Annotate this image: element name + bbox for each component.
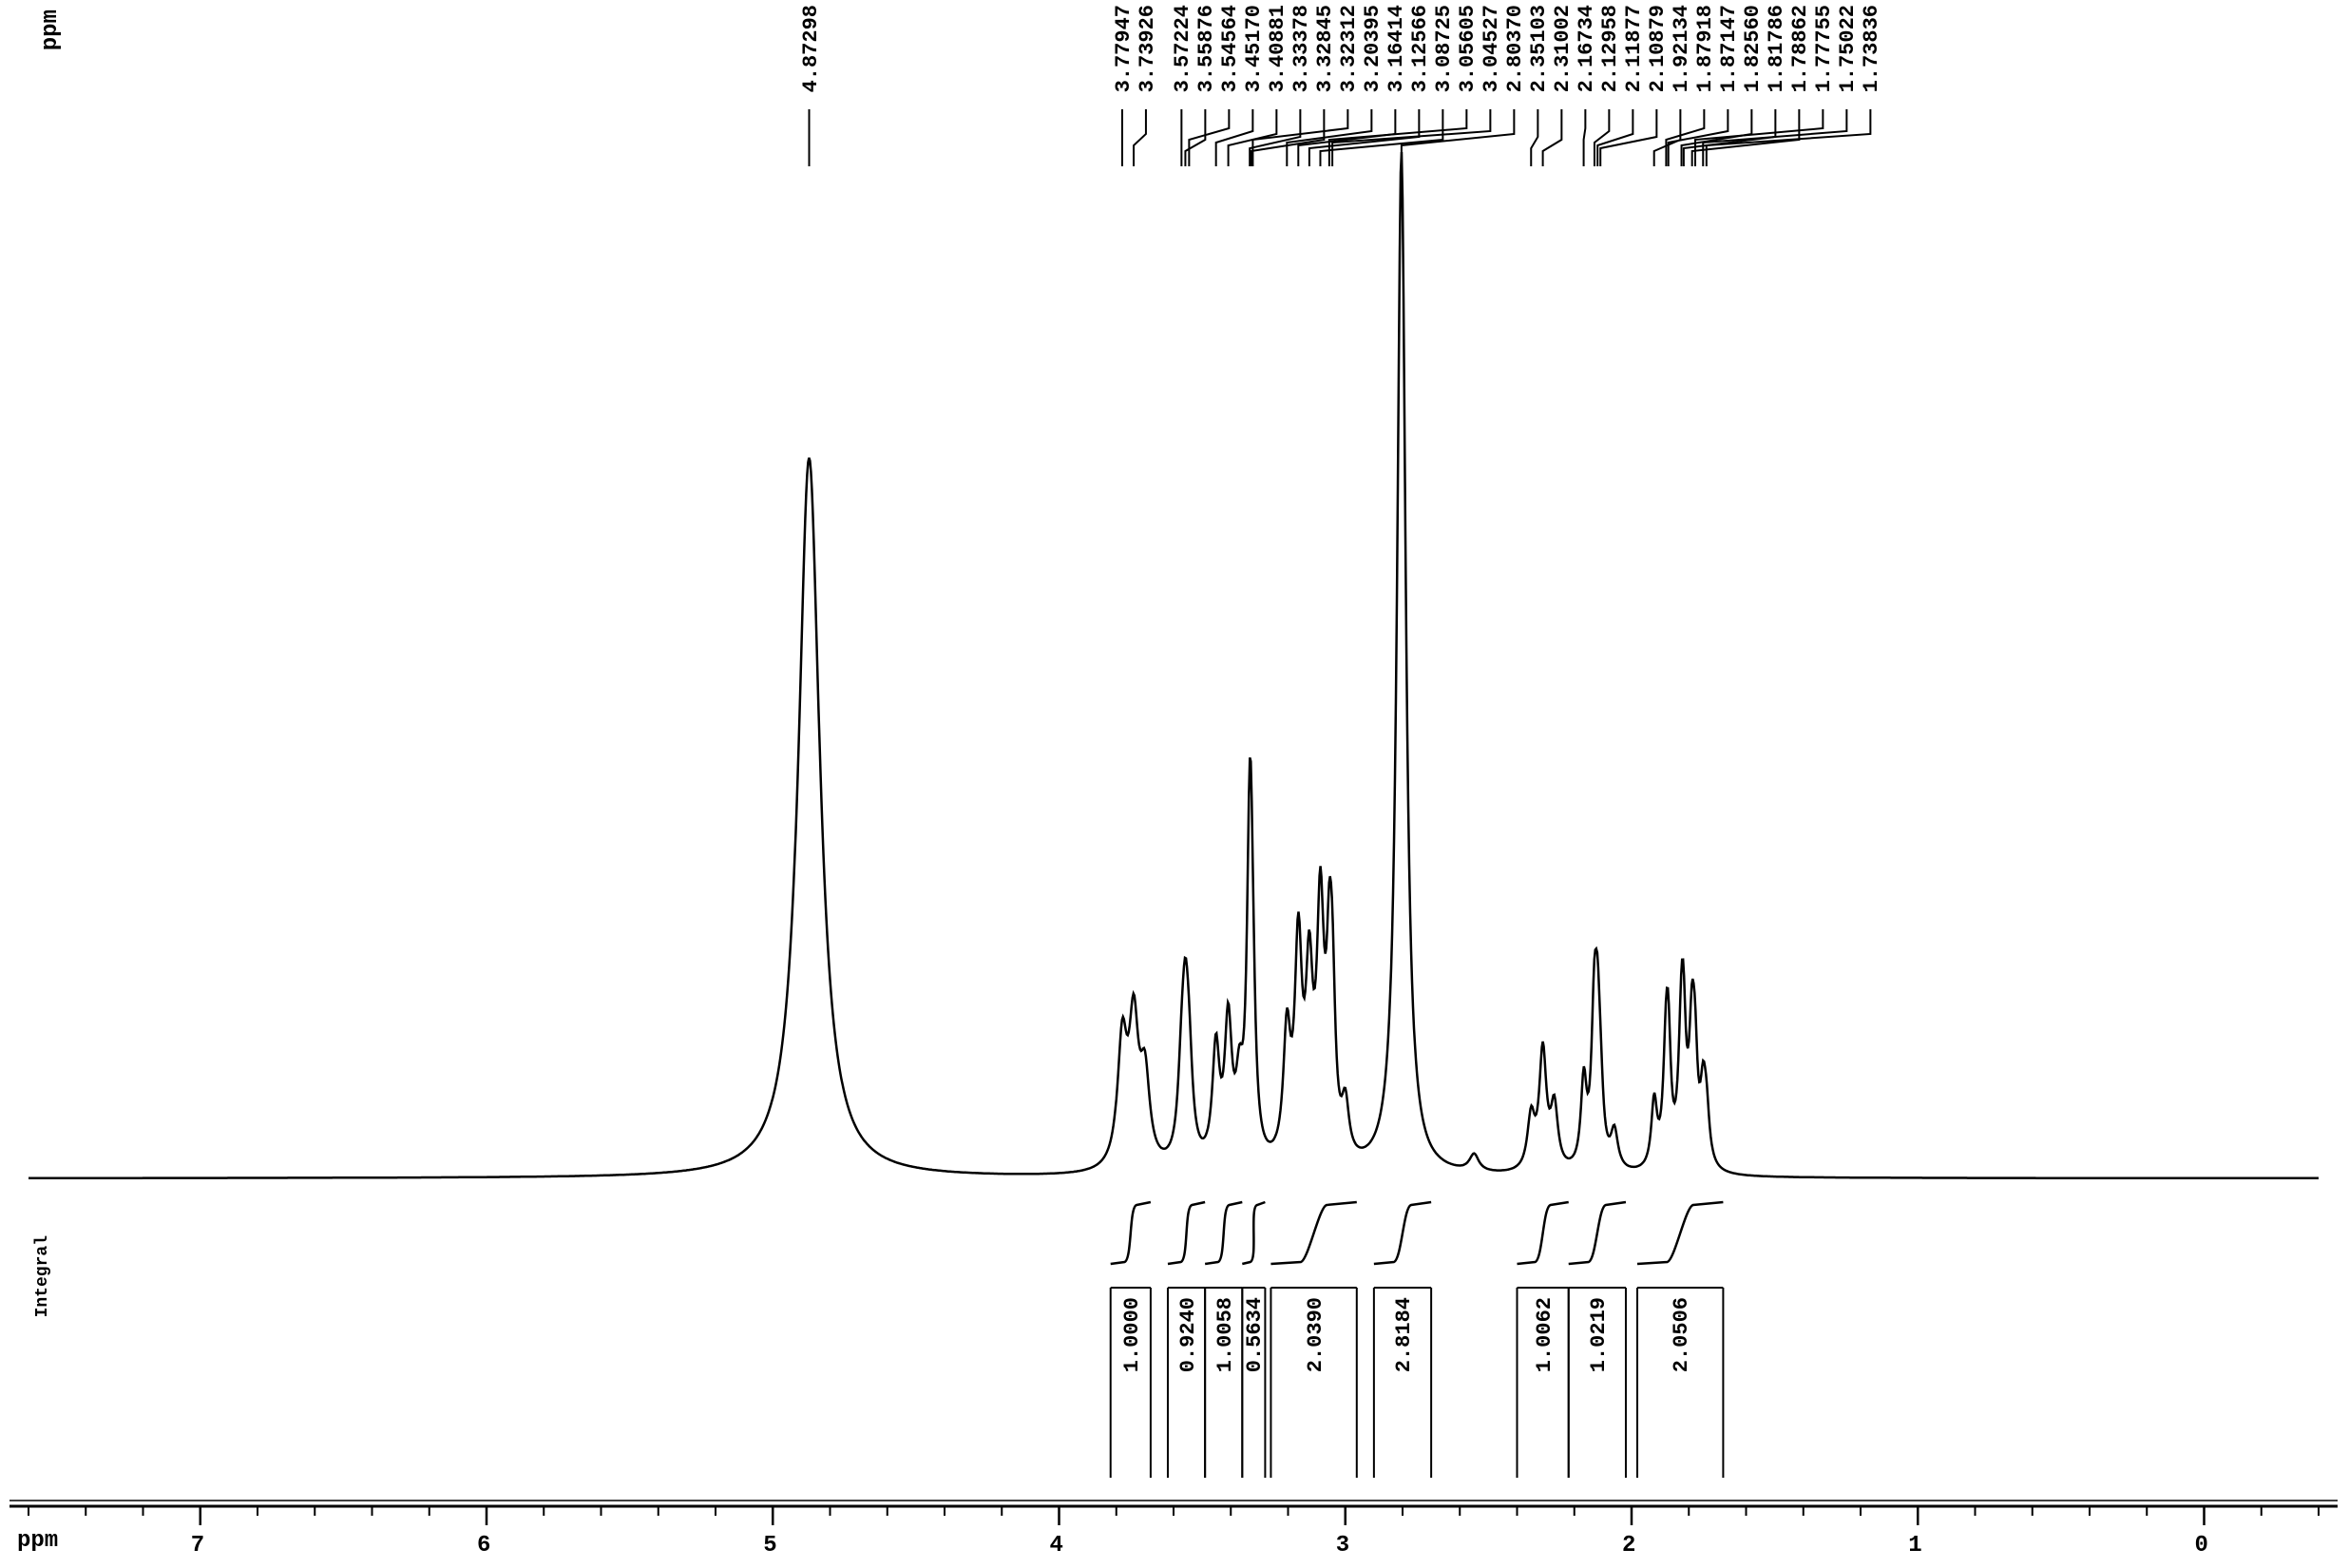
axis-tick-label: 6 <box>477 1533 490 1558</box>
axis-tick-label: 1 <box>1908 1533 1921 1558</box>
axis-unit-label: ppm <box>17 1528 58 1554</box>
axis-tick-label: 5 <box>763 1533 776 1558</box>
axis-tick-label: 3 <box>1336 1533 1349 1558</box>
axis-tick-label: 7 <box>191 1533 204 1558</box>
axis-tick-label: 2 <box>1622 1533 1635 1558</box>
axis-tick-label: 4 <box>1050 1533 1063 1558</box>
axis-tick-label: 0 <box>2195 1533 2208 1558</box>
x-axis <box>0 0 2349 1568</box>
